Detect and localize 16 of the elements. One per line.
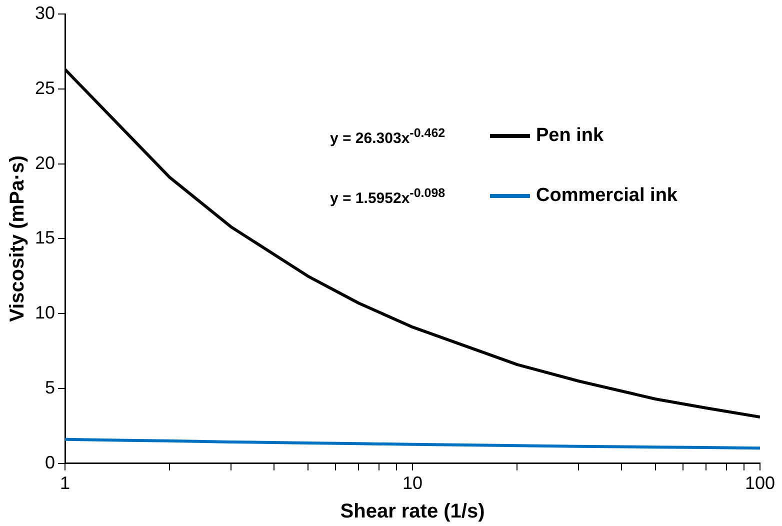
y-tick-label: 10 [34,302,56,323]
legend-label: Pen ink [536,125,604,147]
y-tick-label: 5 [45,377,56,398]
annotation: y = 26.303x$^{-0.462}$ [330,126,446,146]
y-tick-label: 20 [34,152,56,173]
y-tick-label: 0 [45,452,56,472]
y-tick-label: 30 [34,2,56,23]
y-tick-label: 25 [34,78,56,98]
y-axis-title: Viscosity (mPa·s) [6,156,29,322]
x-tick-label: 100 [744,473,776,494]
legend-label: Commercial ink [536,185,678,207]
annotation: y = 1.5952x$^{-0.098}$ [330,186,446,206]
x-tick-label: 1 [60,473,70,494]
x-axis-title: Shear rate (1/s) [340,500,485,523]
x-tick-label: 10 [402,473,423,494]
y-tick-label: 15 [34,228,56,248]
